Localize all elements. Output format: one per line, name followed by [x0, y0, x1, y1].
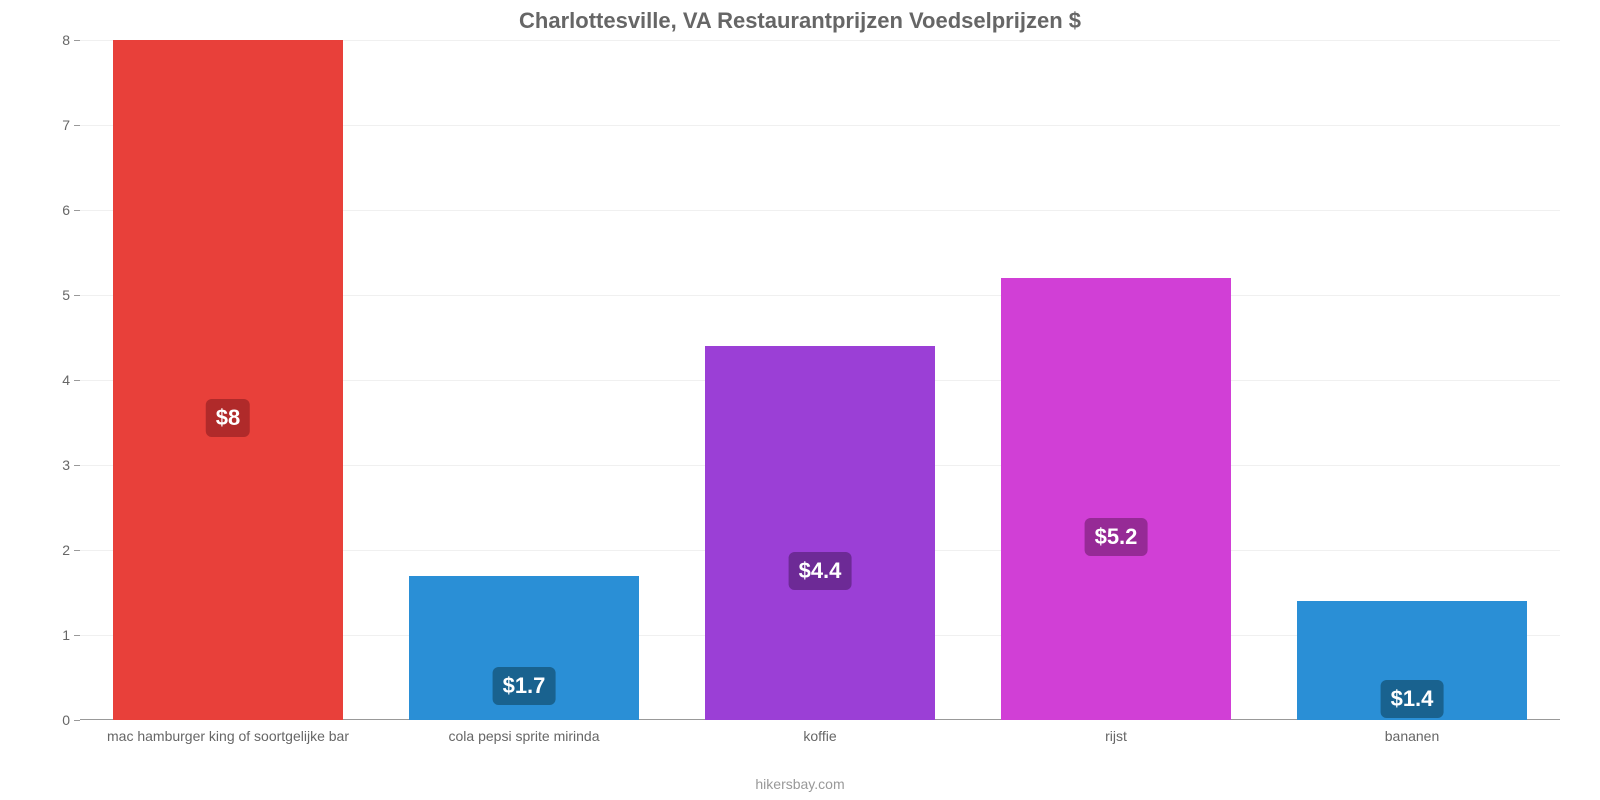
x-tick-label: cola pepsi sprite mirinda [449, 728, 600, 744]
y-tick-mark [74, 210, 80, 211]
x-tick-label: koffie [803, 728, 836, 744]
y-tick-mark [74, 550, 80, 551]
y-tick-label: 6 [62, 202, 70, 218]
y-tick-label: 8 [62, 32, 70, 48]
y-tick-label: 3 [62, 457, 70, 473]
chart-title: Charlottesville, VA Restaurantprijzen Vo… [0, 8, 1600, 34]
y-tick-label: 0 [62, 712, 70, 728]
y-tick-mark [74, 125, 80, 126]
price-bar-chart: Charlottesville, VA Restaurantprijzen Vo… [0, 0, 1600, 800]
bar-value-label: $8 [206, 399, 250, 437]
bar-value-label: $4.4 [789, 552, 852, 590]
y-tick-mark [74, 720, 80, 721]
plot-area: 012345678$8mac hamburger king of soortge… [80, 40, 1560, 720]
y-tick-mark [74, 380, 80, 381]
x-tick-label: bananen [1385, 728, 1440, 744]
y-tick-mark [74, 295, 80, 296]
y-tick-mark [74, 635, 80, 636]
bar-value-label: $1.4 [1381, 680, 1444, 718]
y-tick-mark [74, 40, 80, 41]
x-tick-label: rijst [1105, 728, 1127, 744]
y-tick-label: 4 [62, 372, 70, 388]
bar [705, 346, 936, 720]
y-tick-label: 2 [62, 542, 70, 558]
y-tick-label: 1 [62, 627, 70, 643]
bar-value-label: $1.7 [493, 667, 556, 705]
bar-value-label: $5.2 [1085, 518, 1148, 556]
bar [1001, 278, 1232, 720]
y-tick-mark [74, 465, 80, 466]
bar [113, 40, 344, 720]
y-tick-label: 7 [62, 117, 70, 133]
y-tick-label: 5 [62, 287, 70, 303]
x-tick-label: mac hamburger king of soortgelijke bar [107, 728, 349, 744]
attribution-text: hikersbay.com [0, 776, 1600, 792]
